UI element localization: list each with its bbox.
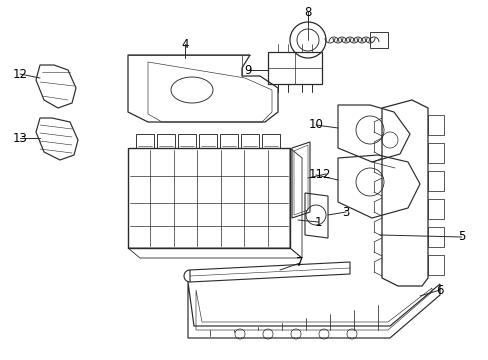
Text: 6: 6 xyxy=(435,284,443,297)
Text: 7: 7 xyxy=(296,256,303,270)
Text: 11: 11 xyxy=(308,168,323,181)
Text: 5: 5 xyxy=(457,230,465,243)
Text: 9: 9 xyxy=(244,63,251,77)
Text: 10: 10 xyxy=(308,118,323,131)
Text: 2: 2 xyxy=(322,167,329,180)
Text: 4: 4 xyxy=(181,37,188,50)
Text: 3: 3 xyxy=(342,206,349,219)
Text: 13: 13 xyxy=(13,131,27,144)
Text: 8: 8 xyxy=(304,5,311,18)
Text: 1: 1 xyxy=(314,216,321,229)
Text: 12: 12 xyxy=(13,68,27,81)
